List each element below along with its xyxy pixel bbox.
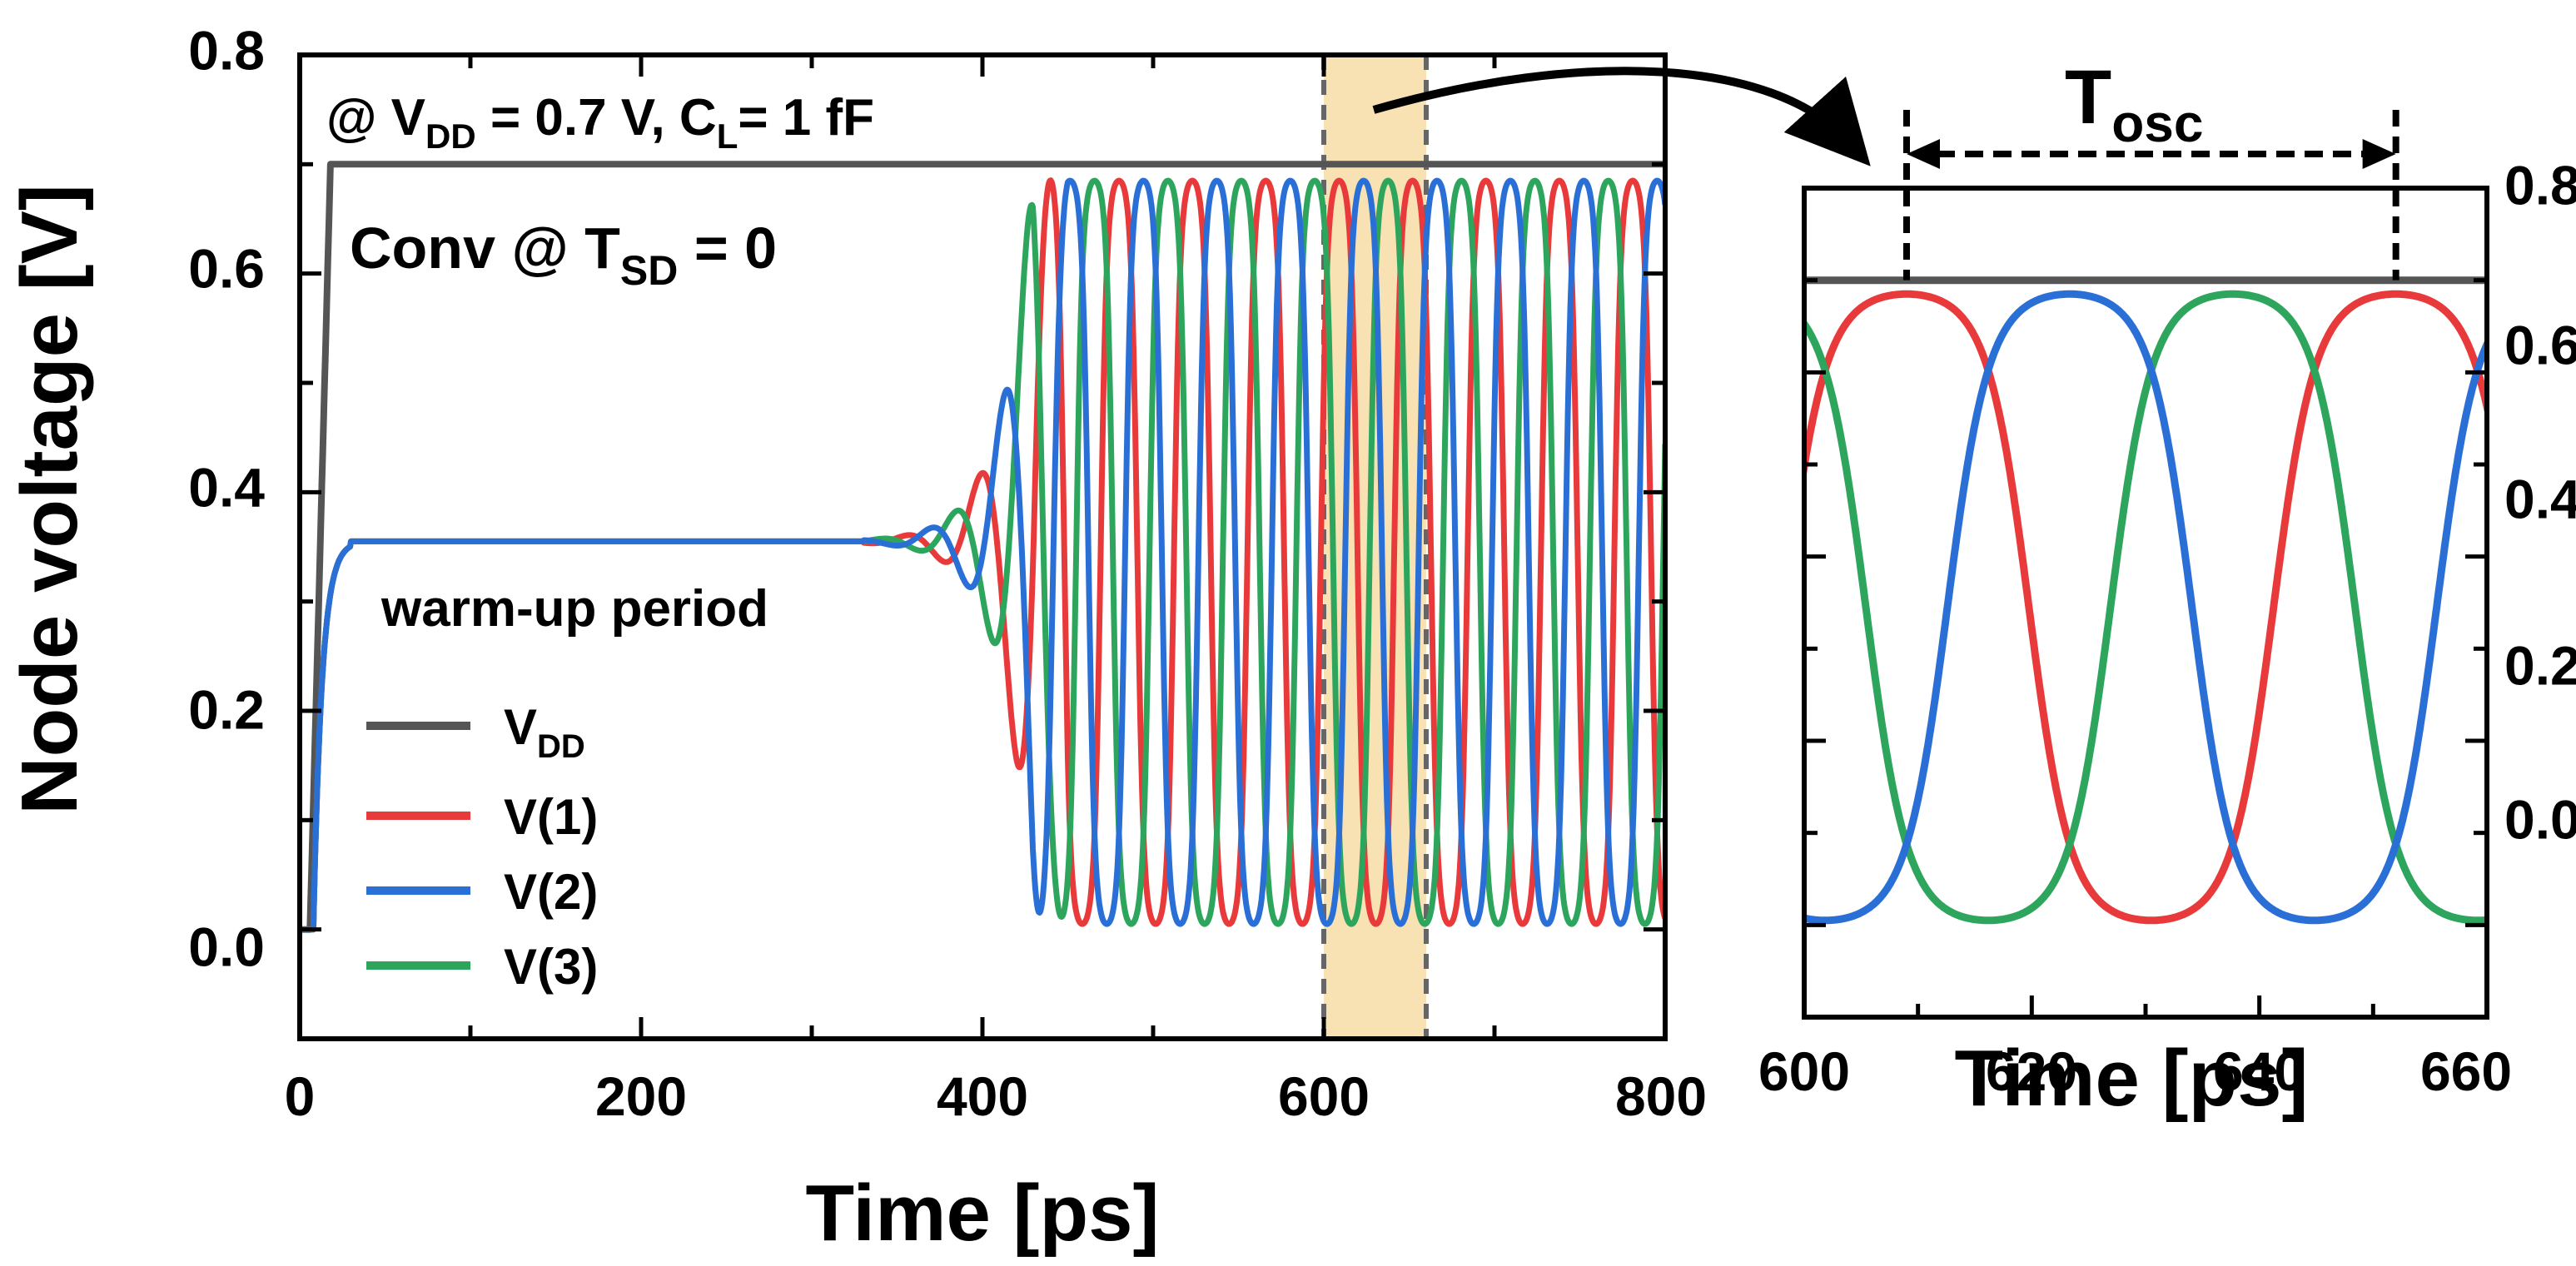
zoom-x-tick-label: 620 xyxy=(1986,1040,2077,1102)
main-chart: 0.0 0.2 0.4 0.6 0.8 0 200 400 600 800 Ti… xyxy=(5,19,1707,1258)
warmup-annotation: warm-up period xyxy=(380,580,768,638)
period-label: Tosc xyxy=(2065,55,2203,153)
legend-label-v2: V(2) xyxy=(504,864,598,920)
zoom-series-line-v2 xyxy=(1804,290,2487,925)
main-tick-marks xyxy=(297,52,1668,1041)
main-series-line-v2 xyxy=(300,177,1665,933)
main-y-axis-title: Node voltage [V] xyxy=(5,184,94,814)
period-arrowhead-left xyxy=(1907,139,1940,169)
zoom-y-tick-label: 0.4 xyxy=(2504,468,2576,529)
zoom-y-tick-label: 0.6 xyxy=(2504,314,2576,375)
legend-label-vdd: VDD xyxy=(504,699,585,765)
main-y-tick-label: 0.8 xyxy=(188,19,265,81)
main-y-tick-label: 0.4 xyxy=(188,456,265,518)
zoom-series-line-v1 xyxy=(1804,290,2487,925)
main-x-tick-label: 0 xyxy=(285,1065,316,1127)
zoom-chart: 0.0 0.2 0.4 0.6 0.8 600 620 640 660 Time… xyxy=(1758,55,2576,1123)
zoom-x-axis-title: Time [ps] xyxy=(1955,1034,2309,1123)
zoom-tick-marks xyxy=(1802,186,2489,1017)
legend-label-v3: V(3) xyxy=(504,939,598,995)
main-plot-curves xyxy=(300,161,1665,933)
main-x-axis-title: Time [ps] xyxy=(806,1169,1160,1258)
zoom-x-tick-label: 640 xyxy=(2213,1040,2305,1102)
legend-label-v1: V(1) xyxy=(504,789,598,845)
zoom-plot-frame xyxy=(1802,186,2489,1020)
zoom-y-tick-label: 0.2 xyxy=(2504,634,2576,696)
zoom-y-tick-label: 0.8 xyxy=(2504,154,2576,216)
zoom-y-tick-label: 0.0 xyxy=(2504,788,2576,850)
main-x-tick-label: 800 xyxy=(1615,1065,1707,1127)
conv-annotation: Conv @ TSD = 0 xyxy=(350,216,777,294)
legend: VDD V(1) V(2) V(3) xyxy=(366,699,598,995)
main-y-tick-label: 0.0 xyxy=(188,916,265,977)
main-x-tick-label: 600 xyxy=(1278,1065,1370,1127)
main-y-tick-label: 0.2 xyxy=(188,678,265,740)
main-y-tick-label: 0.6 xyxy=(188,237,265,299)
zoom-connector-arrow xyxy=(1372,67,1871,166)
main-x-tick-label: 400 xyxy=(937,1065,1028,1127)
main-series-line-vdd xyxy=(300,161,1665,933)
zoom-x-tick-label: 660 xyxy=(2420,1040,2512,1102)
period-arrowhead-right xyxy=(2362,139,2396,169)
main-x-tick-label: 200 xyxy=(595,1065,687,1127)
zoom-series-line-v3 xyxy=(1804,290,2487,925)
zoom-plot-curves xyxy=(1804,276,2487,925)
zoom-x-tick-label: 600 xyxy=(1758,1040,1850,1102)
supply-annotation: @ VDD = 0.7 V, CL= 1 fF xyxy=(326,89,874,156)
